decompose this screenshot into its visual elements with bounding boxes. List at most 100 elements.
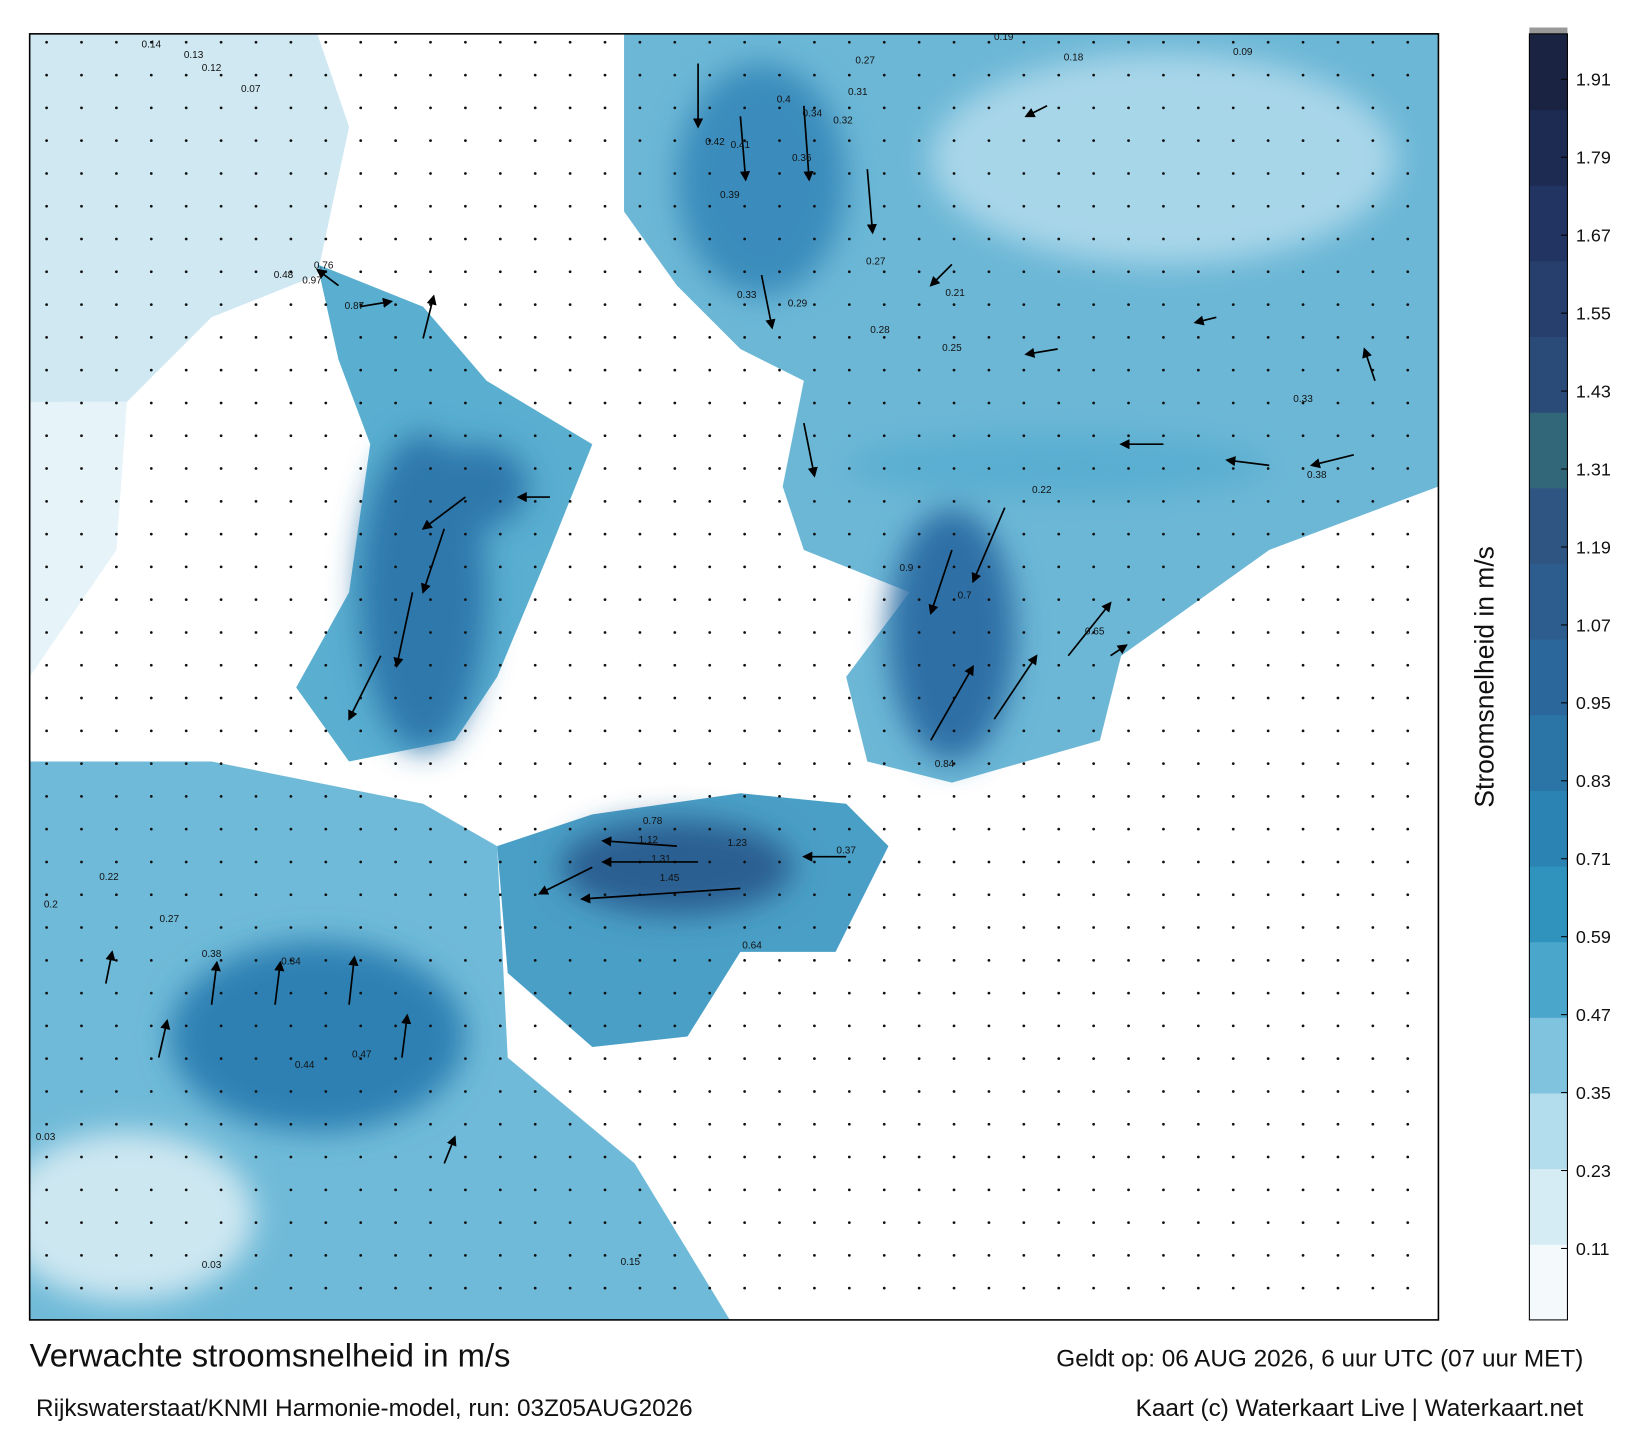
grid-dot (603, 499, 607, 503)
map-subtitle: Rijkswaterstaat/KNMI Harmonie-model, run… (36, 1395, 693, 1422)
grid-dot (1371, 598, 1375, 602)
grid-dot (1266, 696, 1270, 700)
grid-dot (1301, 172, 1305, 175)
speed-label: 0.33 (1293, 394, 1313, 405)
grid-dot (184, 1122, 188, 1126)
grid-dot (533, 467, 537, 470)
grid-dot (1336, 499, 1340, 503)
grid-dot (1092, 762, 1096, 765)
speed-label: 0.27 (855, 55, 875, 66)
grid-dot (847, 696, 851, 700)
grid-dot (324, 565, 328, 569)
grid-dot (1406, 204, 1410, 208)
grid-dot (638, 368, 642, 372)
grid-dot (1371, 1188, 1375, 1192)
grid-dot (568, 368, 572, 372)
grid-dot (603, 827, 607, 831)
grid-dot (1406, 958, 1410, 962)
grid-dot (952, 1024, 956, 1028)
grid-dot (673, 467, 677, 470)
grid-dot (533, 237, 537, 241)
grid-dot (254, 270, 258, 274)
grid-dot (464, 631, 467, 634)
grid-dot (149, 1155, 153, 1159)
grid-dot (1301, 40, 1305, 44)
grid-dot (1196, 598, 1200, 602)
grid-dot (45, 106, 48, 110)
grid-dot (184, 762, 188, 765)
grid-dot (917, 139, 921, 143)
grid-dot (429, 893, 432, 897)
grid-dot (882, 106, 886, 110)
grid-dot (45, 237, 48, 241)
grid-dot (1371, 958, 1375, 962)
grid-dot (1127, 598, 1130, 602)
grid-dot (708, 499, 712, 503)
grid-dot (1406, 663, 1410, 667)
grid-dot (289, 172, 293, 175)
grid-dot (1231, 795, 1235, 798)
grid-dot (743, 434, 746, 438)
grid-dot (603, 172, 607, 175)
grid-dot (324, 1122, 328, 1126)
grid-dot (289, 565, 293, 569)
grid-dot (219, 860, 223, 864)
grid-dot (568, 40, 572, 44)
grid-dot (882, 926, 886, 929)
colorbar-label: Stroomsnelheid in m/s (1469, 546, 1499, 808)
grid-dot (603, 467, 607, 470)
grid-dot (149, 696, 153, 700)
grid-dot (1301, 73, 1305, 77)
grid-dot (1127, 204, 1130, 208)
grid-dot (603, 434, 607, 438)
grid-dot (394, 1286, 397, 1290)
grid-dot (254, 1221, 258, 1224)
grid-dot (1301, 204, 1305, 208)
grid-dot (149, 565, 153, 569)
grid-dot (813, 795, 816, 798)
grid-dot (464, 827, 467, 831)
grid-dot (1162, 1057, 1165, 1061)
grid-dot (1301, 991, 1305, 995)
grid-dot (708, 893, 712, 897)
grid-dot (813, 40, 816, 44)
grid-dot (847, 1286, 851, 1290)
grid-dot (464, 336, 467, 339)
grid-dot (882, 204, 886, 208)
grid-dot (1266, 434, 1270, 438)
grid-dot (603, 73, 607, 77)
grid-dot (743, 401, 746, 405)
grid-dot (1162, 631, 1165, 634)
grid-dot (917, 532, 921, 536)
grid-dot (254, 434, 258, 438)
grid-dot (1231, 729, 1235, 733)
grid-dot (1092, 467, 1096, 470)
grid-dot (464, 860, 467, 864)
grid-dot (359, 729, 363, 733)
grid-dot (1092, 40, 1096, 44)
grid-dot (673, 1122, 677, 1126)
grid-dot (987, 729, 991, 733)
grid-dot (1127, 303, 1130, 306)
grid-dot (1266, 73, 1270, 77)
grid-dot (1371, 1057, 1375, 1061)
grid-dot (80, 926, 83, 929)
current-arrow (1193, 315, 1217, 326)
grid-dot (778, 827, 781, 831)
grid-dot (498, 1024, 502, 1028)
grid-dot (464, 565, 467, 569)
grid-dot (429, 598, 432, 602)
colorbar-band (1529, 866, 1568, 943)
grid-dot (394, 795, 397, 798)
grid-dot (1022, 860, 1026, 864)
grid-dot (254, 663, 258, 667)
grid-dot (324, 467, 328, 470)
grid-dot (568, 434, 572, 438)
grid-dot (1127, 958, 1130, 962)
grid-dot (708, 631, 712, 634)
grid-dot (1266, 663, 1270, 667)
grid-dot (673, 368, 677, 372)
grid-dot (80, 631, 83, 634)
grid-dot (1092, 270, 1096, 274)
grid-dot (359, 1090, 363, 1093)
